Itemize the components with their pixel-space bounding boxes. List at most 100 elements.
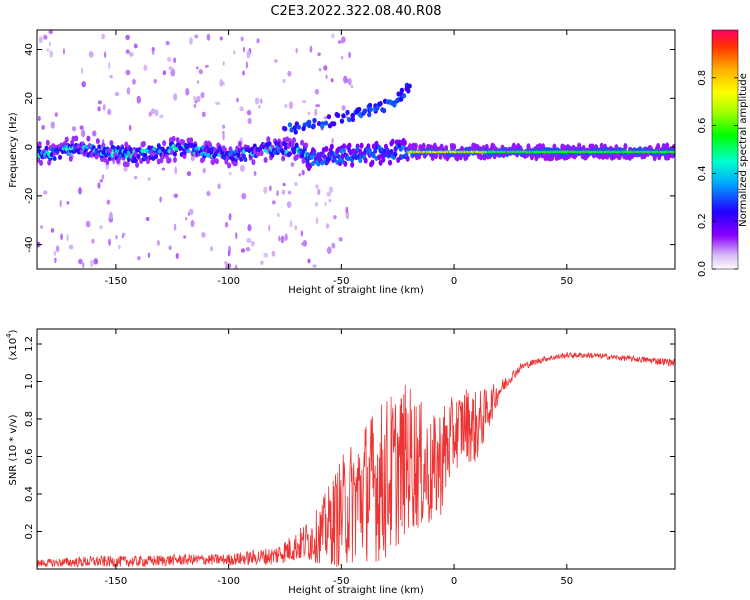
spectrogram-cell — [141, 140, 146, 147]
spectrogram-cell — [81, 67, 84, 75]
spectrogram-cell — [324, 201, 327, 207]
spectrogram-cell — [304, 142, 309, 149]
spectrogram-cell — [39, 159, 44, 166]
spectrogram-cell — [267, 141, 272, 147]
spectrogram-cell — [161, 167, 166, 171]
spectrogram-cell — [656, 143, 661, 151]
spectrogram-cell — [292, 125, 297, 131]
spectrogram-cell — [181, 139, 186, 146]
spectrogram-cell — [219, 79, 224, 87]
spectrogram-cell — [294, 142, 299, 148]
spectrogram-cell — [88, 51, 94, 58]
spectrogram-cell — [109, 75, 113, 79]
spectrogram-cell — [350, 112, 356, 118]
spectrogram-cell — [168, 66, 174, 71]
spectrogram-cell — [145, 216, 150, 221]
spectrogram-cell — [222, 61, 225, 66]
spectrogram-cell — [315, 216, 319, 225]
x-tick-label: 0 — [451, 576, 457, 587]
spectrogram-cell — [296, 124, 302, 130]
spectrogram-cell — [156, 239, 161, 246]
spectrogram-cell — [233, 50, 236, 55]
spectrogram-cell — [282, 126, 288, 132]
colorbar-tick-label: 0.4 — [697, 165, 708, 181]
spectrogram-cell — [77, 258, 83, 265]
colorbar-gradient — [712, 30, 738, 269]
spectrogram-cell — [338, 237, 343, 242]
x-tick-label: -50 — [333, 576, 349, 587]
spectrogram-cell — [43, 34, 48, 40]
spectrogram-cell — [331, 138, 334, 144]
spectrogram-cell — [210, 246, 213, 252]
spectrogram-cell — [204, 64, 209, 68]
spectrogram-cell — [259, 98, 263, 104]
spectrogram-cell — [93, 258, 99, 265]
spectrogram-cell — [118, 244, 121, 250]
spectrogram-cell — [329, 143, 334, 150]
spectrogram-cell — [125, 49, 130, 54]
spectrogram-cell — [183, 235, 187, 239]
spectrogram-cell — [378, 159, 383, 166]
spectrogram-cell — [280, 235, 285, 244]
spectrogram-cell — [271, 250, 276, 257]
spectrogram-cell — [104, 51, 107, 59]
spectrogram-cell — [44, 145, 49, 151]
spectrogram-cell — [101, 174, 105, 180]
spectrogram-cell — [201, 232, 206, 238]
snr-x-label: Height of straight line (km) — [288, 585, 424, 596]
spectrogram-cell — [40, 225, 44, 229]
spectrogram-cell — [159, 196, 162, 203]
spectrogram-cell — [326, 114, 332, 120]
spectrogram-cell — [318, 67, 322, 72]
spectrogram-y-ticks: -40 -20 0 20 40 — [24, 43, 675, 253]
spectrogram-cell — [165, 40, 170, 46]
spectrogram-cell — [356, 106, 362, 113]
spectrogram-cell — [312, 151, 317, 157]
y-tick-label: 0.4 — [24, 486, 35, 502]
spectrogram-cell — [62, 48, 66, 55]
spectrogram-cell — [64, 136, 69, 143]
snr-scale-suffix: ) — [8, 329, 19, 333]
spectrogram-cell — [330, 78, 334, 83]
colorbar-tick-label: 0.0 — [697, 261, 708, 277]
spectrogram-cell — [99, 179, 104, 183]
spectrogram-cell — [50, 121, 55, 129]
spectrogram-cell — [151, 46, 155, 52]
spectrogram-cell — [377, 101, 382, 107]
spectrogram-cell — [665, 142, 670, 150]
spectrogram-cell — [185, 88, 190, 96]
spectrogram-cell — [150, 108, 156, 115]
x-tick-label: 0 — [451, 276, 457, 287]
spectrogram-cell — [171, 135, 176, 142]
spectrogram-cell — [388, 99, 393, 105]
spectrogram-cell — [52, 156, 57, 162]
y-tick-label: -40 — [24, 236, 35, 252]
spectrogram-cell — [74, 135, 79, 142]
spectrogram-cell — [263, 252, 269, 258]
spectrogram-cell — [95, 138, 100, 145]
spectrogram-cell — [128, 124, 132, 131]
spectrogram-cell — [71, 126, 77, 132]
spectrogram-cell — [290, 162, 295, 167]
spectrogram-cell — [89, 259, 94, 268]
x-tick-label: -100 — [217, 276, 240, 287]
spectrogram-cell — [367, 112, 372, 118]
spectrogram-cell — [108, 238, 111, 246]
spectrogram-cell — [407, 83, 412, 89]
spectrogram-cell — [222, 124, 226, 129]
spectrogram-cell — [300, 153, 305, 159]
spectrogram-cell — [86, 135, 91, 142]
spectrogram-cell — [164, 153, 169, 160]
spectrogram-cell — [623, 142, 628, 150]
spectrogram-cell — [295, 47, 298, 54]
spectrogram-cell — [281, 155, 286, 162]
spectrogram-cell — [136, 153, 141, 159]
spectrogram-cell — [307, 258, 311, 264]
spectrogram-cell — [68, 244, 74, 250]
spectrogram-x-label: Height of straight line (km) — [288, 285, 424, 296]
spectrogram-cell — [310, 124, 316, 130]
spectrogram-cell — [202, 167, 206, 174]
spectrogram-cell — [106, 199, 111, 205]
snr-y-ticks: 0.2 0.4 0.6 0.8 1.0 1.2 — [24, 336, 675, 539]
spectrogram-cell — [154, 109, 159, 117]
